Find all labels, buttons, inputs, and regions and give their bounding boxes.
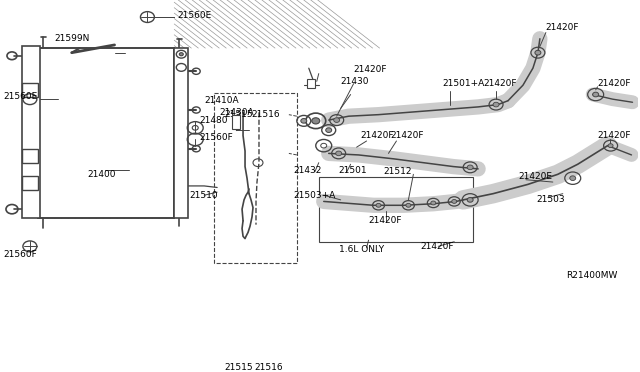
Circle shape	[301, 119, 307, 123]
Text: 21420E: 21420E	[518, 172, 552, 181]
Text: 21599N: 21599N	[55, 34, 90, 43]
Circle shape	[467, 165, 473, 170]
Circle shape	[431, 201, 436, 205]
Circle shape	[467, 198, 473, 202]
Bar	[22, 83, 38, 97]
Text: 21515: 21515	[224, 363, 253, 372]
Text: 21410A: 21410A	[204, 96, 239, 105]
Bar	[38, 48, 174, 218]
Circle shape	[326, 128, 332, 132]
Circle shape	[535, 50, 541, 55]
Text: 21503: 21503	[536, 195, 564, 204]
Text: 21420F: 21420F	[546, 23, 579, 32]
Text: 21560E: 21560E	[3, 92, 37, 101]
Text: 21560E: 21560E	[177, 11, 212, 20]
Text: 21560F: 21560F	[3, 250, 36, 259]
Circle shape	[376, 203, 381, 207]
Text: 21420F: 21420F	[369, 216, 402, 225]
Text: 1.6L ONLY: 1.6L ONLY	[339, 245, 384, 254]
Circle shape	[570, 176, 576, 180]
Text: 21510: 21510	[189, 191, 218, 200]
Text: 21400: 21400	[88, 170, 116, 179]
Text: 21420F: 21420F	[360, 131, 394, 140]
Bar	[22, 46, 40, 218]
Text: 21512: 21512	[383, 167, 412, 176]
Text: 21560F: 21560F	[199, 134, 233, 142]
Text: 21503+A: 21503+A	[294, 191, 336, 200]
Bar	[214, 93, 297, 263]
Text: R21400MW: R21400MW	[566, 270, 617, 279]
Circle shape	[312, 118, 320, 124]
Text: 21430: 21430	[340, 77, 369, 86]
Text: 21515: 21515	[224, 110, 253, 119]
Bar	[307, 79, 315, 88]
Circle shape	[336, 151, 342, 156]
Bar	[22, 149, 38, 163]
Circle shape	[452, 199, 457, 203]
Bar	[38, 48, 174, 218]
Circle shape	[493, 102, 499, 107]
Text: 21516: 21516	[251, 110, 280, 119]
Text: 21420F: 21420F	[598, 79, 631, 88]
Text: 21480: 21480	[199, 116, 228, 125]
Circle shape	[333, 118, 340, 122]
Circle shape	[608, 144, 613, 148]
Text: 21420F: 21420F	[598, 131, 631, 140]
Circle shape	[406, 203, 411, 207]
Text: 21501+A: 21501+A	[442, 79, 484, 88]
Circle shape	[179, 53, 183, 56]
Text: 21501: 21501	[339, 166, 367, 175]
Bar	[22, 176, 38, 190]
Bar	[174, 48, 188, 218]
Text: 21430A: 21430A	[219, 108, 254, 117]
Text: 21432: 21432	[294, 166, 322, 175]
Bar	[319, 177, 473, 243]
Text: 21420F: 21420F	[354, 65, 387, 74]
Bar	[232, 115, 240, 129]
Text: 21516: 21516	[254, 363, 283, 372]
Text: 21420F: 21420F	[420, 242, 454, 251]
Text: 21420F: 21420F	[390, 131, 424, 140]
Circle shape	[593, 92, 598, 97]
Text: 21420F: 21420F	[483, 79, 516, 88]
